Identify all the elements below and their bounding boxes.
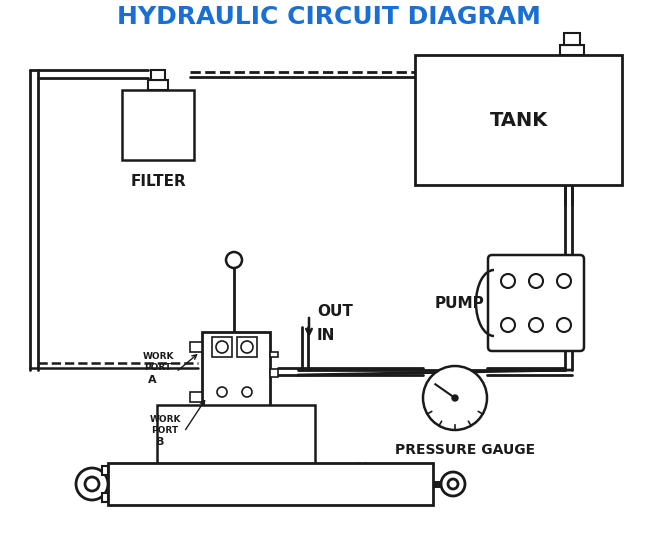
Circle shape: [423, 366, 487, 430]
Circle shape: [448, 479, 458, 489]
Polygon shape: [190, 342, 202, 352]
Polygon shape: [212, 337, 232, 357]
Text: TANK: TANK: [490, 110, 548, 129]
Circle shape: [226, 252, 242, 268]
Polygon shape: [108, 463, 433, 505]
Text: WORK
PORT: WORK PORT: [142, 352, 174, 372]
Circle shape: [242, 387, 252, 397]
Text: B: B: [156, 437, 164, 447]
Circle shape: [529, 318, 543, 332]
Circle shape: [241, 341, 253, 353]
Text: A: A: [148, 375, 156, 385]
Circle shape: [217, 387, 227, 397]
Polygon shape: [560, 45, 584, 55]
Text: PUMP: PUMP: [434, 296, 484, 310]
Circle shape: [557, 274, 571, 288]
Circle shape: [452, 395, 458, 401]
Circle shape: [557, 318, 571, 332]
Text: PRESSURE GAUGE: PRESSURE GAUGE: [395, 443, 535, 457]
Circle shape: [501, 274, 515, 288]
Polygon shape: [102, 466, 108, 475]
Text: IN: IN: [317, 328, 335, 343]
Polygon shape: [237, 337, 257, 357]
Circle shape: [501, 318, 515, 332]
Polygon shape: [202, 332, 270, 412]
Polygon shape: [190, 392, 202, 402]
Circle shape: [216, 341, 228, 353]
Polygon shape: [122, 90, 194, 160]
Circle shape: [85, 477, 99, 491]
Text: FILTER: FILTER: [130, 175, 186, 189]
Circle shape: [441, 472, 465, 496]
Polygon shape: [270, 352, 278, 357]
Polygon shape: [148, 80, 168, 90]
Polygon shape: [564, 33, 580, 45]
FancyBboxPatch shape: [488, 255, 584, 351]
Polygon shape: [415, 55, 622, 185]
Polygon shape: [157, 405, 315, 470]
Circle shape: [529, 274, 543, 288]
Circle shape: [76, 468, 108, 500]
Polygon shape: [151, 70, 165, 80]
Polygon shape: [102, 493, 108, 502]
Text: HYDRAULIC CIRCUIT DIAGRAM: HYDRAULIC CIRCUIT DIAGRAM: [117, 5, 541, 29]
Text: WORK
PORT: WORK PORT: [149, 416, 181, 435]
Polygon shape: [270, 369, 278, 377]
Text: OUT: OUT: [317, 305, 353, 320]
